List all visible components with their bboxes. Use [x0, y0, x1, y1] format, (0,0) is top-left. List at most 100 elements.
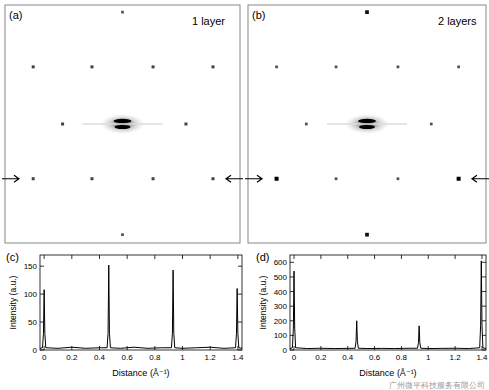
x-tick	[44, 346, 45, 350]
beam-core	[359, 125, 375, 129]
y-tick	[482, 320, 486, 321]
x-tick-label: 1.2	[450, 353, 462, 362]
x-tick	[210, 255, 211, 259]
marks	[40, 265, 242, 348]
x-tick-label: 1.4	[476, 353, 488, 362]
x-tick	[455, 255, 456, 259]
diffraction-spot	[90, 65, 93, 68]
diffraction-spot	[90, 177, 93, 180]
y-axis-label: Intensity (a.u.)	[8, 275, 18, 329]
x-tick	[481, 346, 482, 350]
x-tick	[320, 255, 321, 259]
diffraction-spot	[457, 66, 460, 69]
panel: (b) 2 layers	[245, 5, 489, 243]
x-tick-label: 0.8	[396, 353, 408, 362]
panel-label: (b)	[252, 9, 265, 21]
x-tick-label: 1	[180, 353, 185, 362]
frame	[290, 255, 486, 350]
x-tick	[237, 346, 238, 350]
panel-title: 1 layer	[192, 15, 225, 27]
x-tick	[71, 346, 72, 350]
y-tick-label: 100	[24, 290, 38, 299]
x-axis-label: Distance (Å⁻¹)	[359, 368, 416, 378]
y-axis-label: Intensity (a.u.)	[258, 275, 268, 329]
panel-label: (d)	[256, 251, 269, 263]
diffraction-spot	[365, 233, 369, 237]
y-tick	[482, 350, 486, 351]
x-tick	[127, 255, 128, 259]
y-tick-label: 600	[274, 258, 288, 267]
y-tick	[290, 262, 294, 263]
diffraction-spot	[211, 65, 214, 68]
diffraction-spot	[365, 10, 369, 14]
panel-label: (a)	[9, 9, 22, 21]
panel-label: (c)	[6, 251, 19, 263]
panel: (a) 1 layer	[2, 5, 243, 243]
y-tick	[238, 350, 242, 351]
x-tick-label: 0	[292, 353, 297, 362]
y-tick	[482, 291, 486, 292]
panel: 010020030040050060000.20.40.60.811.21.4(…	[256, 251, 488, 378]
x-tick	[428, 255, 429, 259]
y-tick	[482, 306, 486, 307]
diffraction-spot	[32, 177, 35, 180]
diffraction-spot	[397, 177, 400, 180]
x-tick	[71, 255, 72, 259]
y-tick-label: 200	[274, 317, 288, 326]
y-tick-label: 100	[274, 331, 288, 340]
frame	[40, 255, 242, 350]
x-tick-label: 0.8	[149, 353, 161, 362]
y-tick-label: 50	[28, 318, 37, 327]
y-tick	[40, 350, 44, 351]
beam-streak	[327, 123, 407, 125]
marks	[32, 11, 215, 236]
y-tick-label: 400	[274, 288, 288, 297]
diffraction-spot	[121, 233, 124, 236]
panel-title: 2 layers	[438, 15, 477, 27]
beam-core	[358, 119, 376, 123]
x-tick	[481, 255, 482, 259]
x-tick-label: 0.4	[94, 353, 106, 362]
x-tick-label: 0.2	[315, 353, 327, 362]
x-tick	[294, 346, 295, 350]
frame	[5, 5, 240, 243]
x-tick-label: 0.6	[369, 353, 381, 362]
marks	[275, 10, 461, 236]
x-tick	[374, 255, 375, 259]
y-tick	[290, 276, 294, 277]
x-tick	[44, 255, 45, 259]
beam-core	[114, 119, 132, 123]
panel: 05010015000.20.40.60.811.21.4(c)Intensit…	[6, 251, 244, 378]
x-tick	[294, 255, 295, 259]
y-tick	[238, 322, 242, 323]
x-tick	[99, 255, 100, 259]
x-tick	[237, 255, 238, 259]
x-tick-label: 0.6	[122, 353, 134, 362]
y-tick	[482, 276, 486, 277]
x-tick	[210, 346, 211, 350]
diffraction-spot	[397, 66, 400, 69]
x-tick	[154, 255, 155, 259]
diffraction-spot	[335, 66, 338, 69]
diffraction-spot	[430, 123, 433, 126]
diffraction-spot	[305, 123, 308, 126]
x-tick-label: 1.4	[232, 353, 244, 362]
x-tick-label: 0	[42, 353, 47, 362]
diffraction-spot	[152, 65, 155, 68]
x-tick	[428, 346, 429, 350]
y-tick-label: 0	[283, 346, 288, 355]
diffraction-spot	[61, 123, 64, 126]
x-tick	[347, 255, 348, 259]
diffraction-spot	[275, 66, 278, 69]
beam-streak	[83, 123, 163, 125]
marks	[290, 261, 486, 349]
y-tick	[290, 350, 294, 351]
intensity-profile	[290, 261, 486, 349]
beam-core	[115, 125, 131, 129]
diffraction-spot	[32, 65, 35, 68]
x-tick-label: 1	[426, 353, 431, 362]
arrow	[472, 175, 489, 182]
y-tick-label: 300	[274, 302, 288, 311]
x-tick	[401, 255, 402, 259]
arrow	[245, 175, 262, 182]
